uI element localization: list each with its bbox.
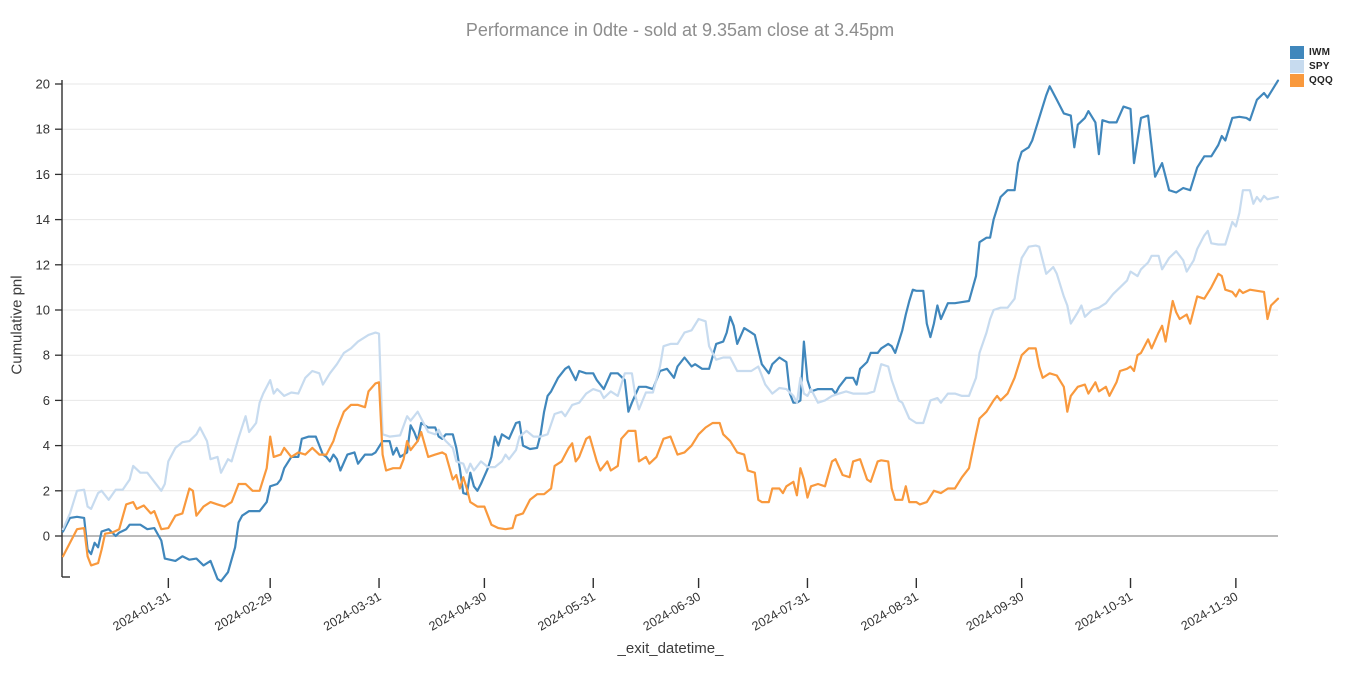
y-axis-title: Cumulative pnl <box>8 275 26 375</box>
x-tick-label: 2024-02-29 <box>212 589 274 633</box>
y-tick-label: 8 <box>43 348 50 363</box>
legend-swatch-qqq <box>1290 74 1304 87</box>
series-line-qqq <box>61 272 1280 567</box>
legend-item-iwm: IWM <box>1290 46 1333 59</box>
x-tick-label: 2024-08-31 <box>858 589 920 633</box>
x-tick-label: 2024-01-31 <box>110 589 172 633</box>
chart-title: Performance in 0dte - sold at 9.35am clo… <box>465 20 895 40</box>
legend-label-qqq: QQQ <box>1309 75 1333 86</box>
y-tick-label: 6 <box>43 393 50 408</box>
y-tick-label: 2 <box>43 483 50 498</box>
x-tick-label: 2024-09-30 <box>964 589 1026 633</box>
y-tick-label: 10 <box>36 303 50 318</box>
x-tick-label: 2024-10-31 <box>1073 589 1135 633</box>
x-tick-label: 2024-11-30 <box>1179 589 1241 633</box>
x-tick-label: 2024-06-30 <box>641 589 703 633</box>
x-tick-label: 2024-03-31 <box>321 589 383 633</box>
y-tick-label: 18 <box>36 122 50 137</box>
x-tick-label: 2024-07-31 <box>750 589 812 633</box>
y-tick-label: 4 <box>43 438 50 453</box>
x-axis-title: _exit_datetime_ <box>617 640 724 657</box>
y-tick-label: 12 <box>36 257 50 272</box>
y-tick-label: 14 <box>36 212 50 227</box>
y-tick-label: 0 <box>43 529 50 544</box>
legend-item-spy: SPY <box>1290 60 1333 73</box>
legend-label-iwm: IWM <box>1309 47 1331 58</box>
y-tick-label: 20 <box>36 77 50 92</box>
x-tick-label: 2024-05-31 <box>535 589 597 633</box>
series-line-iwm <box>61 79 1280 583</box>
legend-item-qqq: QQQ <box>1290 74 1333 87</box>
y-tick-label: 16 <box>36 167 50 182</box>
x-tick-label: 2024-04-30 <box>427 589 489 633</box>
legend: IWM SPY QQQ <box>1290 46 1333 88</box>
legend-label-spy: SPY <box>1309 61 1330 72</box>
legend-swatch-spy <box>1290 60 1304 73</box>
series-line-spy <box>61 189 1280 531</box>
legend-swatch-iwm <box>1290 46 1304 59</box>
